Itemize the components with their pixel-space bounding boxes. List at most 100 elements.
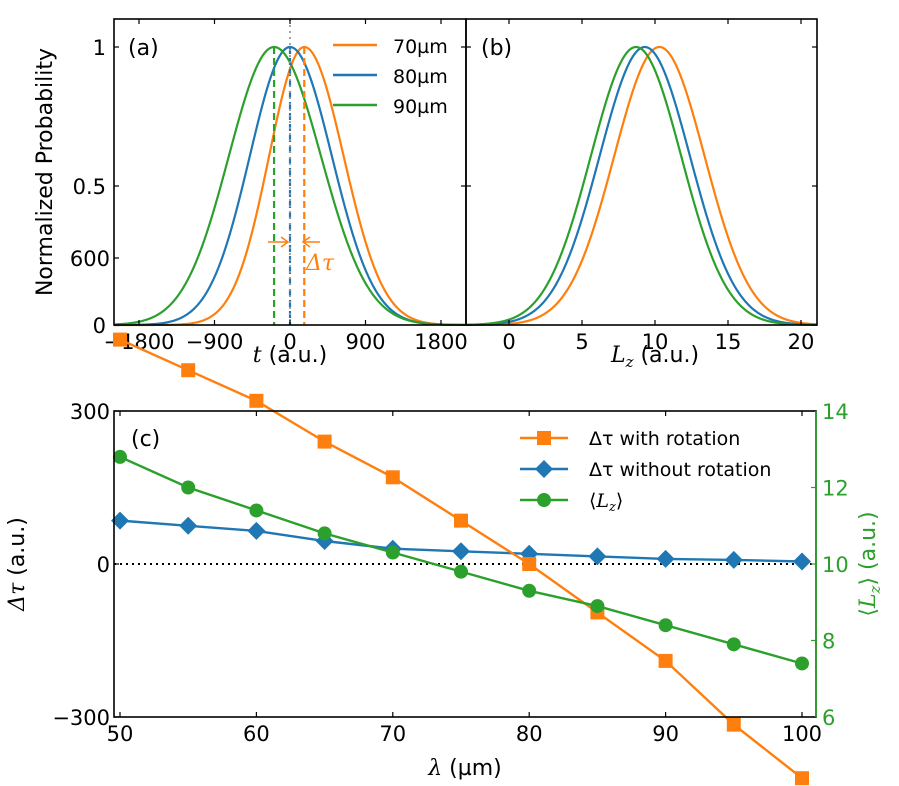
panel-b: 0 5 10 15 20 (b) Lz (a.u.) [465, 18, 818, 371]
curve-80um [465, 45, 818, 326]
data-point [249, 503, 264, 518]
data-point [454, 564, 468, 579]
x-tick-label: 20 [788, 330, 815, 354]
panel-a-xlabel: t (a.u.) [253, 343, 327, 368]
data-point [113, 449, 127, 464]
ylabel-right-sub: z [866, 585, 884, 594]
x-tick-label: 1800 [414, 330, 467, 354]
legend-label: 70µm [393, 36, 448, 58]
legend-label: 90µm [393, 96, 448, 118]
data-point [656, 549, 675, 568]
data-point [247, 521, 266, 540]
data-point [181, 480, 196, 495]
curve-90um [465, 45, 818, 327]
y-tick-label: −300 [52, 706, 110, 730]
xlabel-symbol: λ [427, 756, 442, 781]
legend-label: Δτ without rotation [589, 459, 771, 481]
xlabel-unit: (µm) [442, 756, 502, 781]
data-point [111, 511, 129, 530]
data-point [795, 771, 809, 786]
panel-a-label: (a) [128, 36, 159, 61]
data-point [588, 547, 607, 566]
panel-a-ylabel: Normalized Probability [33, 48, 58, 296]
xlabel-symbol: L [610, 343, 626, 368]
x-tick-label: 50 [107, 722, 134, 746]
legend-marker [537, 493, 551, 507]
data-point [726, 637, 741, 652]
xlabel-symbol: t [253, 343, 262, 368]
delta-tau-annotation: Δτ [268, 236, 335, 276]
legend-marker [537, 431, 551, 445]
x-tick-label: 15 [715, 330, 742, 354]
y-tick-label: 0 [93, 314, 106, 338]
data-point [590, 599, 605, 614]
ylabel-right-unit: (a.u.) [856, 511, 881, 577]
panel-a-legend: 70µm 80µm 90µm [333, 36, 448, 118]
data-point [724, 550, 743, 569]
data-point [249, 393, 264, 408]
data-point [522, 583, 537, 598]
data-point [795, 656, 809, 671]
y-right-tick-label: 12 [822, 477, 849, 501]
data-point [385, 470, 400, 485]
panel-a-peak-lines [272, 19, 306, 325]
series-square [113, 332, 809, 786]
curve-70um [466, 45, 818, 327]
y-tick-label: 1 [93, 36, 106, 60]
series-circle [113, 449, 809, 671]
data-point [658, 618, 673, 633]
y-right-tick-label: 10 [822, 553, 849, 577]
data-point [181, 363, 196, 378]
xlabel-unit: (a.u.) [262, 343, 328, 368]
panel-b-xlabel: Lz (a.u.) [610, 343, 699, 371]
data-point [793, 552, 811, 571]
arrow-left-head [280, 236, 290, 248]
x-tick-label: 5 [575, 330, 588, 354]
angle-open: ⟨ [856, 608, 881, 617]
ylabel-right-symbol: L [856, 593, 881, 609]
data-point [726, 717, 741, 732]
x-tick-label: 70 [379, 722, 406, 746]
x-tick-label: 100 [782, 722, 822, 746]
x-tick-label: 90 [652, 722, 679, 746]
x-tick-label: 60 [243, 722, 270, 746]
arrow-right-head [301, 236, 311, 248]
panel-c-label: (c) [131, 427, 160, 452]
xlabel-unit: (a.u.) [633, 343, 699, 368]
y-tick-label: 300 [70, 400, 110, 424]
x-tick-label: 0 [283, 330, 296, 354]
panel-c-ylabel-right: ⟨Lz⟩ (a.u.) [856, 511, 884, 616]
data-point [454, 513, 468, 528]
y-right-tick-label: 14 [822, 400, 849, 424]
panel-b-curves [465, 45, 818, 327]
data-point [522, 557, 537, 571]
data-point [179, 516, 198, 535]
panel-c-xlabel: λ (µm) [427, 756, 502, 781]
panel-c-ylabel: Δτ (a.u.) [5, 517, 30, 612]
data-point [317, 526, 332, 541]
legend-label: Δτ with rotation [589, 428, 740, 450]
y-right-tick-label: 6 [822, 706, 835, 730]
delta-tau-label: Δτ [305, 251, 335, 276]
ylabel-symbol: Δτ [5, 582, 30, 612]
data-point [317, 434, 332, 449]
data-point [452, 542, 470, 561]
y-tick-label: 600 [70, 247, 110, 271]
ylabel-unit: (a.u.) [5, 517, 30, 583]
x-tick-label: 80 [516, 722, 543, 746]
xlabel-sub: z [625, 353, 634, 371]
y-tick-label: 0 [97, 553, 110, 577]
x-tick-label: 10 [642, 330, 669, 354]
legend-label: 80µm [393, 66, 448, 88]
data-point [113, 332, 127, 347]
angle-close: ⟩ [856, 577, 881, 586]
data-point [658, 653, 673, 668]
panel-c-series [111, 332, 811, 786]
panel-c-frame [113, 410, 817, 718]
data-point [385, 545, 400, 560]
